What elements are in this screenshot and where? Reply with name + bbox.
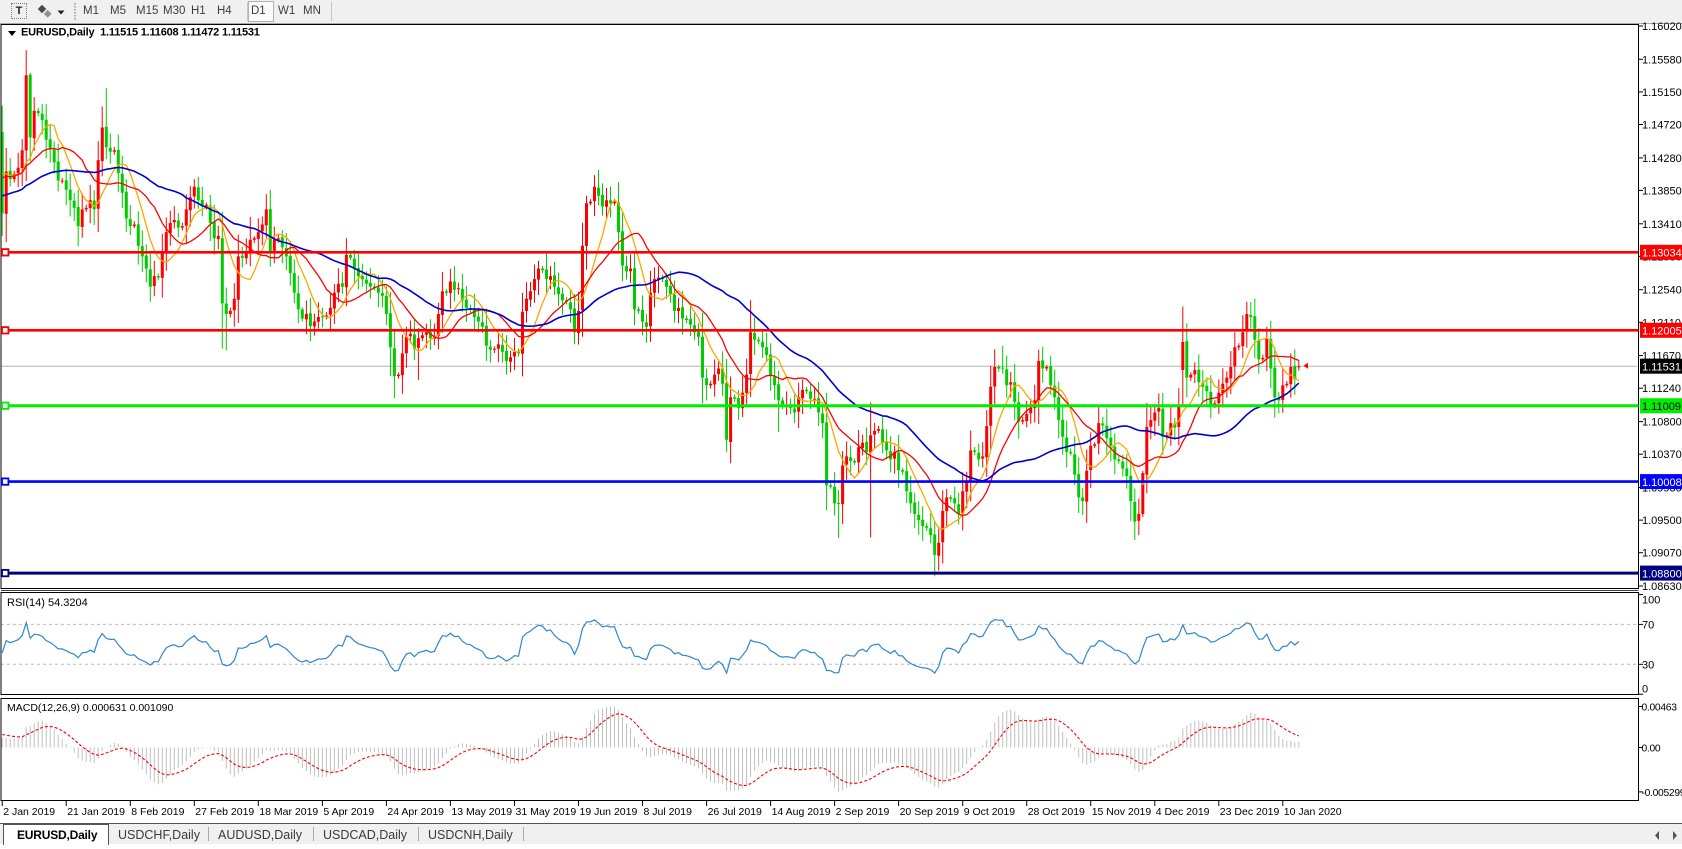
svg-text:EURUSD,Daily 1.11515 1.11608: EURUSD,Daily 1.11515 1.11608 1.11472 1.1… [21, 27, 260, 39]
svg-text:-0.005299: -0.005299 [1642, 788, 1682, 799]
svg-text:1.09500: 1.09500 [1642, 515, 1682, 527]
svg-text:0: 0 [1642, 684, 1648, 696]
svg-text:19 Jun 2019: 19 Jun 2019 [580, 806, 638, 818]
svg-text:1.13410: 1.13410 [1642, 219, 1682, 231]
svg-text:20 Sep 2019: 20 Sep 2019 [900, 806, 960, 818]
svg-text:31 May 2019: 31 May 2019 [516, 806, 577, 818]
svg-text:100: 100 [1642, 595, 1660, 607]
svg-text:23 Dec 2019: 23 Dec 2019 [1220, 806, 1280, 818]
svg-text:0.00: 0.00 [1642, 744, 1661, 755]
svg-text:4 Dec 2019: 4 Dec 2019 [1156, 806, 1210, 818]
svg-text:1.11009: 1.11009 [1642, 401, 1681, 413]
svg-text:26 Jul 2019: 26 Jul 2019 [708, 806, 762, 818]
svg-text:1.11531: 1.11531 [1642, 361, 1681, 373]
svg-text:1.12540: 1.12540 [1642, 285, 1682, 297]
svg-text:10 Jan 2020: 10 Jan 2020 [1284, 806, 1342, 818]
svg-text:8 Jul 2019: 8 Jul 2019 [644, 806, 693, 818]
svg-text:1.14280: 1.14280 [1642, 153, 1682, 165]
svg-text:8 Feb 2019: 8 Feb 2019 [131, 806, 184, 818]
svg-text:2 Jan 2019: 2 Jan 2019 [3, 806, 55, 818]
svg-text:27 Feb 2019: 27 Feb 2019 [195, 806, 254, 818]
svg-text:18 Mar 2019: 18 Mar 2019 [259, 806, 318, 818]
svg-text:13 May 2019: 13 May 2019 [451, 806, 512, 818]
svg-text:14 Aug 2019: 14 Aug 2019 [772, 806, 831, 818]
svg-text:1.16020: 1.16020 [1642, 21, 1682, 33]
svg-text:RSI(14) 54.3204: RSI(14) 54.3204 [7, 597, 88, 609]
svg-text:15 Nov 2019: 15 Nov 2019 [1092, 806, 1152, 818]
svg-text:1.13034: 1.13034 [1642, 248, 1682, 260]
svg-text:1.10370: 1.10370 [1642, 449, 1682, 461]
svg-text:MACD(12,26,9) 0.000631 0.00109: MACD(12,26,9) 0.000631 0.001090 [7, 702, 174, 714]
svg-text:1.15580: 1.15580 [1642, 54, 1682, 66]
svg-text:1.12005: 1.12005 [1642, 326, 1682, 338]
svg-text:1.14720: 1.14720 [1642, 120, 1682, 132]
svg-text:9 Oct 2019: 9 Oct 2019 [964, 806, 1016, 818]
svg-text:2 Sep 2019: 2 Sep 2019 [836, 806, 890, 818]
svg-text:1.15150: 1.15150 [1642, 87, 1682, 99]
svg-text:5 Apr 2019: 5 Apr 2019 [323, 806, 374, 818]
svg-text:28 Oct 2019: 28 Oct 2019 [1028, 806, 1085, 818]
svg-text:1.08630: 1.08630 [1642, 581, 1682, 593]
svg-text:30: 30 [1642, 659, 1654, 671]
svg-text:70: 70 [1642, 619, 1654, 631]
svg-text:1.13850: 1.13850 [1642, 185, 1682, 197]
svg-text:0.00463: 0.00463 [1642, 703, 1678, 714]
svg-text:1.09070: 1.09070 [1642, 548, 1682, 560]
svg-text:1.08800: 1.08800 [1642, 568, 1682, 580]
svg-text:21 Jan 2019: 21 Jan 2019 [67, 806, 125, 818]
svg-text:24 Apr 2019: 24 Apr 2019 [387, 806, 444, 818]
svg-text:1.11240: 1.11240 [1642, 383, 1681, 395]
svg-text:1.10800: 1.10800 [1642, 417, 1682, 429]
svg-text:1.10008: 1.10008 [1642, 477, 1682, 489]
